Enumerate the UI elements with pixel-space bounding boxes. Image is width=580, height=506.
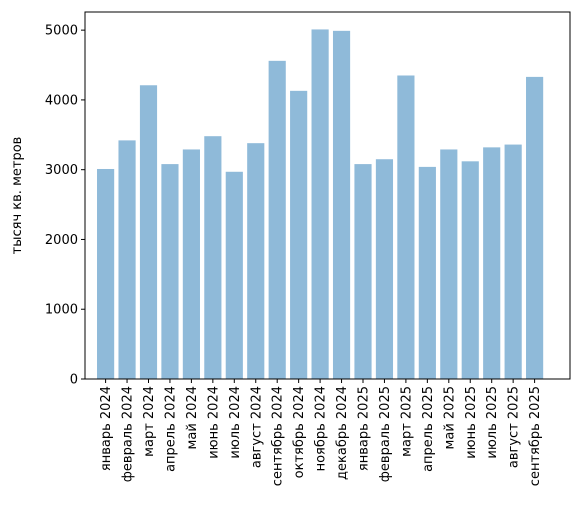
bar [461,161,479,379]
x-tick-label: август 2025 [507,386,522,468]
bar [161,164,179,379]
x-tick-label: июль 2025 [485,386,500,459]
bar [290,90,308,379]
bar [440,149,458,379]
bar [118,140,136,379]
x-tick-label: январь 2025 [357,386,372,471]
x-tick-label: август 2024 [249,386,264,468]
bar [247,143,265,379]
x-tick-label: май 2025 [442,386,457,449]
y-tick-label: 3000 [45,163,78,178]
bar [418,166,436,379]
bar [397,75,415,380]
bar [504,144,522,379]
x-tick-label: апрель 2024 [163,386,178,472]
y-tick-label: 0 [70,373,78,388]
x-tick-label: июль 2024 [228,386,243,459]
bar [332,30,351,380]
y-tick-label: 5000 [45,24,78,39]
x-tick-label: апрель 2025 [421,386,436,472]
bars-group [97,29,544,380]
x-tick-label: июнь 2024 [206,386,221,459]
x-tick-label: февраль 2025 [378,386,393,482]
y-tick-label: 1000 [45,303,78,318]
x-tick-label: март 2025 [399,386,414,457]
bar [354,164,372,379]
y-tick-label: 4000 [45,93,78,108]
x-tick-label: февраль 2024 [121,386,136,482]
bar [483,147,501,379]
bar [225,171,243,379]
y-axis-ticks: 0 1000 2000 3000 4000 5000 [45,24,85,388]
bar [375,159,394,379]
bar [182,149,200,379]
x-tick-label: октябрь 2024 [292,386,307,478]
x-tick-label: декабрь 2024 [335,386,350,480]
y-axis-label: тысяч кв. метров [10,137,25,255]
x-axis-ticks: январь 2024 февраль 2024 март 2024 апрель 2… [99,379,543,486]
x-tick-label: январь 2024 [99,386,114,471]
bar [139,85,158,379]
x-tick-label: ноябрь 2024 [314,386,329,471]
x-tick-label: март 2024 [142,386,157,457]
plot-frame [84,11,571,380]
bar [97,168,115,379]
x-tick-label: сентябрь 2024 [271,386,286,486]
y-tick-label: 2000 [45,233,78,248]
bar [526,76,544,379]
x-tick-label: сентябрь 2025 [528,386,543,486]
bar [204,136,222,379]
bar [268,60,286,380]
x-tick-label: июнь 2025 [464,386,479,459]
bar [311,29,329,379]
x-tick-label: май 2024 [185,386,200,449]
